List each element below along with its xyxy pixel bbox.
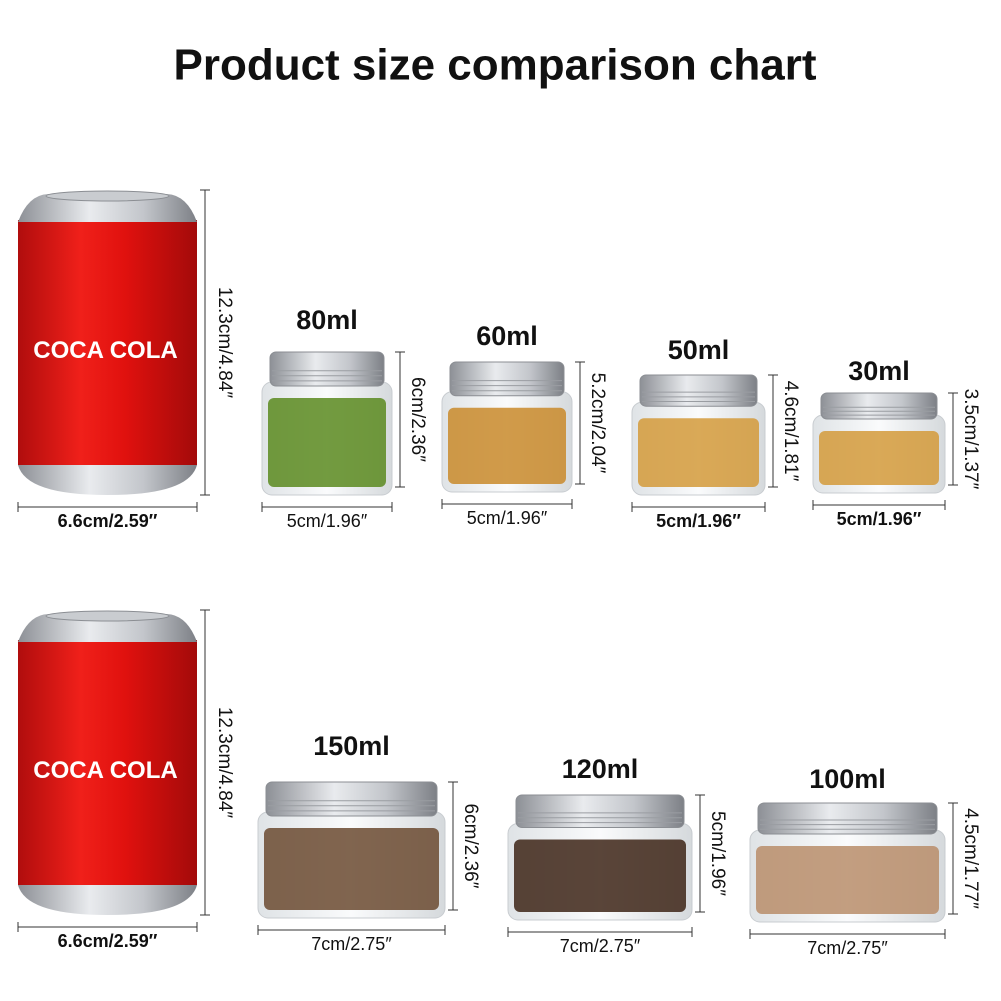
width-label: 5cm/1.96″ [837,509,922,529]
width-label: 5cm/1.96″ [467,508,548,528]
height-label: 5.2cm/2.04″ [587,373,608,474]
jar-lid [757,802,938,835]
width-label: 5cm/1.96″ [656,511,741,531]
can-bottom [18,465,197,495]
height-label: 6cm/2.36″ [460,804,481,889]
jar-volume: 60ml [476,321,538,351]
width-label: 5cm/1.96″ [287,511,368,531]
width-label: 7cm/2.75″ [560,936,641,956]
can-rim [45,610,170,622]
jar-contents [638,418,759,487]
can-rim [45,190,170,202]
jar-contents [756,845,939,914]
jar [749,802,946,923]
width-label: 6.6cm/2.59″ [58,931,158,951]
height-label: 5cm/1.96″ [707,811,728,896]
jar-lid [449,361,565,397]
can-top [18,194,197,222]
can-bottom [18,885,197,915]
jar [631,374,766,496]
jar-contents [514,839,686,912]
can-body [18,220,197,465]
jar-lid [269,351,385,387]
can-body [18,640,197,885]
width-label: 7cm/2.75″ [807,938,888,958]
jar-volume: 150ml [313,731,390,761]
jar-volume: 50ml [668,335,730,365]
height-label: 4.5cm/1.77″ [960,808,981,909]
jar-contents [264,828,439,910]
height-label: 3.5cm/1.37″ [960,389,981,490]
title: Product size comparison chart [173,41,816,90]
jar-volume: 80ml [296,305,358,335]
jar-contents [448,407,566,484]
jar [261,351,393,496]
can [18,190,197,495]
jar-lid [639,374,758,407]
jar [441,361,573,493]
can-label: COCA COLA [33,337,177,364]
jar-volume: 100ml [809,764,886,794]
jar-lid [820,392,938,420]
height-label: 6cm/2.36″ [407,377,428,462]
height-label: 12.3cm/4.84″ [214,287,235,399]
width-label: 7cm/2.75″ [311,934,392,954]
height-label: 12.3cm/4.84″ [214,707,235,819]
jar-lid [515,794,685,828]
jar-volume: 120ml [562,754,639,784]
jar-volume: 30ml [848,356,910,386]
can-top [18,614,197,642]
jar-contents [819,431,939,485]
can [18,610,197,915]
can-label: COCA COLA [33,757,177,784]
jar [507,794,693,921]
width-label: 6.6cm/2.59″ [58,511,158,531]
jar-lid [265,781,438,817]
jar-contents [268,398,386,487]
jar [257,781,446,919]
height-label: 4.6cm/1.81″ [780,381,801,482]
jar [812,392,946,494]
